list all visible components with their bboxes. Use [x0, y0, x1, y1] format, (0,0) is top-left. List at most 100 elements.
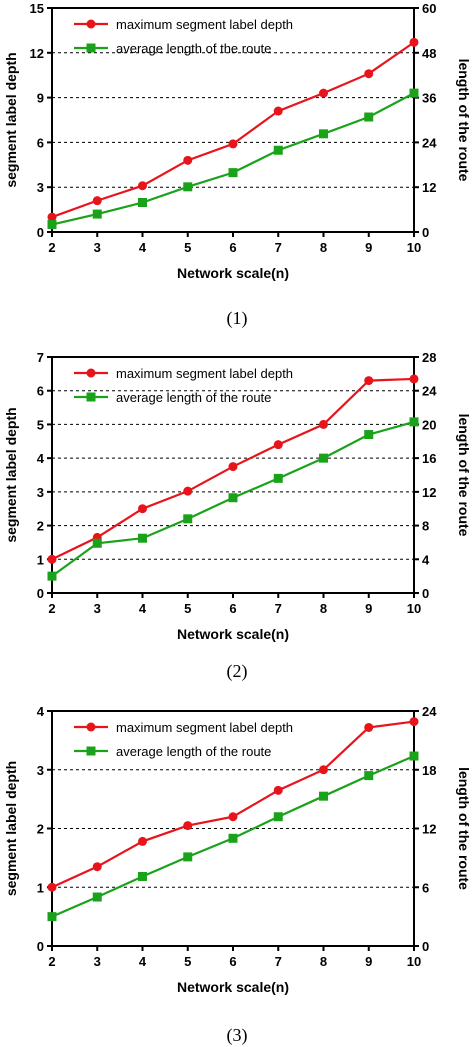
- x-axis-label: Network scale(n): [177, 626, 289, 642]
- y2-axis-label: length of the route: [456, 59, 472, 182]
- y2-tick-label: 24: [422, 135, 437, 150]
- series-point: [273, 812, 283, 822]
- y-tick-label: 1: [37, 880, 44, 895]
- legend-label: maximum segment label depth: [116, 366, 293, 381]
- y-tick-label: 3: [37, 763, 44, 778]
- figure-caption: (3): [227, 1025, 248, 1046]
- series-point: [92, 892, 102, 902]
- x-tick-label: 4: [139, 240, 147, 255]
- series-point: [138, 836, 147, 846]
- series-point: [183, 821, 193, 831]
- series-point: [228, 168, 238, 178]
- y2-tick-label: 0: [422, 586, 429, 601]
- series-point: [409, 417, 419, 427]
- series-point: [319, 453, 328, 463]
- x-tick-label: 7: [275, 601, 282, 616]
- series-point: [92, 209, 102, 219]
- series-line: [51, 41, 415, 219]
- series-point: [47, 212, 57, 222]
- x-tick-label: 7: [275, 954, 282, 969]
- y2-tick-label: 48: [422, 46, 436, 61]
- series-point: [273, 440, 283, 450]
- x-tick-label: 7: [275, 240, 282, 255]
- series-point: [273, 785, 283, 795]
- legend-marker: [86, 722, 96, 732]
- series-point: [47, 220, 57, 230]
- series-point: [273, 473, 283, 483]
- x-tick-label: 5: [184, 601, 191, 616]
- series-point: [47, 912, 57, 922]
- series-point: [409, 88, 419, 98]
- series-point: [47, 554, 57, 564]
- y-tick-label: 4: [37, 451, 45, 466]
- y-axis-label: segment label depth: [3, 407, 19, 542]
- legend-label: average length of the route: [116, 390, 271, 405]
- x-tick-label: 10: [407, 601, 421, 616]
- y-axis-label: segment label depth: [3, 761, 19, 896]
- series-point: [273, 145, 283, 155]
- x-tick-label: 10: [407, 240, 421, 255]
- series-point: [319, 765, 328, 775]
- y2-tick-label: 0: [422, 939, 429, 954]
- chart-panel-3: 0 1 2 3 4 0 6 12 18 24 2 3 4 5 6 7 8 9 10 Network scale(n) s…: [0, 695, 474, 1047]
- series-point: [364, 722, 374, 732]
- legend-marker: [86, 43, 96, 53]
- y-tick-label: 0: [37, 225, 44, 240]
- x-tick-label: 8: [320, 954, 327, 969]
- legend-label: maximum segment label depth: [116, 17, 293, 32]
- series-point: [319, 129, 328, 139]
- series-point: [228, 812, 238, 822]
- y2-tick-label: 60: [422, 1, 436, 16]
- series-point: [138, 198, 147, 208]
- x-tick-label: 6: [229, 240, 236, 255]
- y-tick-label: 4: [37, 704, 45, 719]
- y-tick-label: 6: [37, 384, 44, 399]
- y2-tick-label: 12: [422, 485, 436, 500]
- figure-caption: (1): [227, 308, 248, 329]
- y2-tick-label: 24: [422, 384, 437, 399]
- x-tick-label: 5: [184, 240, 191, 255]
- x-tick-label: 3: [94, 601, 101, 616]
- series-point: [364, 112, 374, 122]
- y-tick-label: 3: [37, 485, 44, 500]
- y-tick-label: 0: [37, 939, 44, 954]
- chart-panel-2: 0 1 2 3 4 5 6 7 0 4 8 12 16 20 24 28 2 3 4 5 6 7 8 9 10 Network s…: [0, 345, 474, 685]
- y2-tick-label: 16: [422, 451, 436, 466]
- series-point: [228, 833, 238, 843]
- x-tick-label: 6: [229, 954, 236, 969]
- y-tick-label: 9: [37, 91, 44, 106]
- y2-tick-label: 6: [422, 880, 429, 895]
- series-point: [228, 493, 238, 503]
- x-tick-label: 10: [407, 954, 421, 969]
- legend-marker: [86, 746, 96, 756]
- y2-tick-label: 28: [422, 350, 436, 365]
- y-tick-label: 2: [37, 519, 44, 534]
- series-point: [183, 514, 193, 524]
- y-tick-label: 3: [37, 180, 44, 195]
- y-axis-label: segment label depth: [3, 52, 19, 187]
- series-point: [228, 462, 238, 472]
- y-tick-label: 2: [37, 822, 44, 837]
- y2-axis-label: length of the route: [456, 767, 472, 890]
- series-point: [92, 538, 102, 548]
- x-tick-label: 8: [320, 601, 327, 616]
- y-tick-label: 15: [30, 1, 44, 16]
- y-tick-label: 12: [30, 46, 44, 61]
- x-axis-label: Network scale(n): [177, 979, 289, 995]
- series-point: [183, 486, 193, 496]
- series-point: [409, 751, 419, 761]
- figure-caption: (2): [227, 661, 248, 682]
- series-point: [138, 181, 147, 191]
- series-point: [409, 374, 419, 384]
- series-point: [364, 430, 374, 440]
- series-point: [138, 504, 147, 514]
- x-axis-label: Network scale(n): [177, 265, 289, 281]
- y-tick-label: 5: [37, 417, 44, 432]
- chart-panel-1: 0 3 6 9 12 15 0 12 24 36 48 60 2 3 4 5 6 7 8 9 10 Network sca…: [0, 0, 474, 335]
- y-tick-label: 7: [37, 350, 44, 365]
- series-point: [228, 139, 238, 149]
- y-tick-label: 6: [37, 135, 44, 150]
- y2-tick-label: 18: [422, 763, 436, 778]
